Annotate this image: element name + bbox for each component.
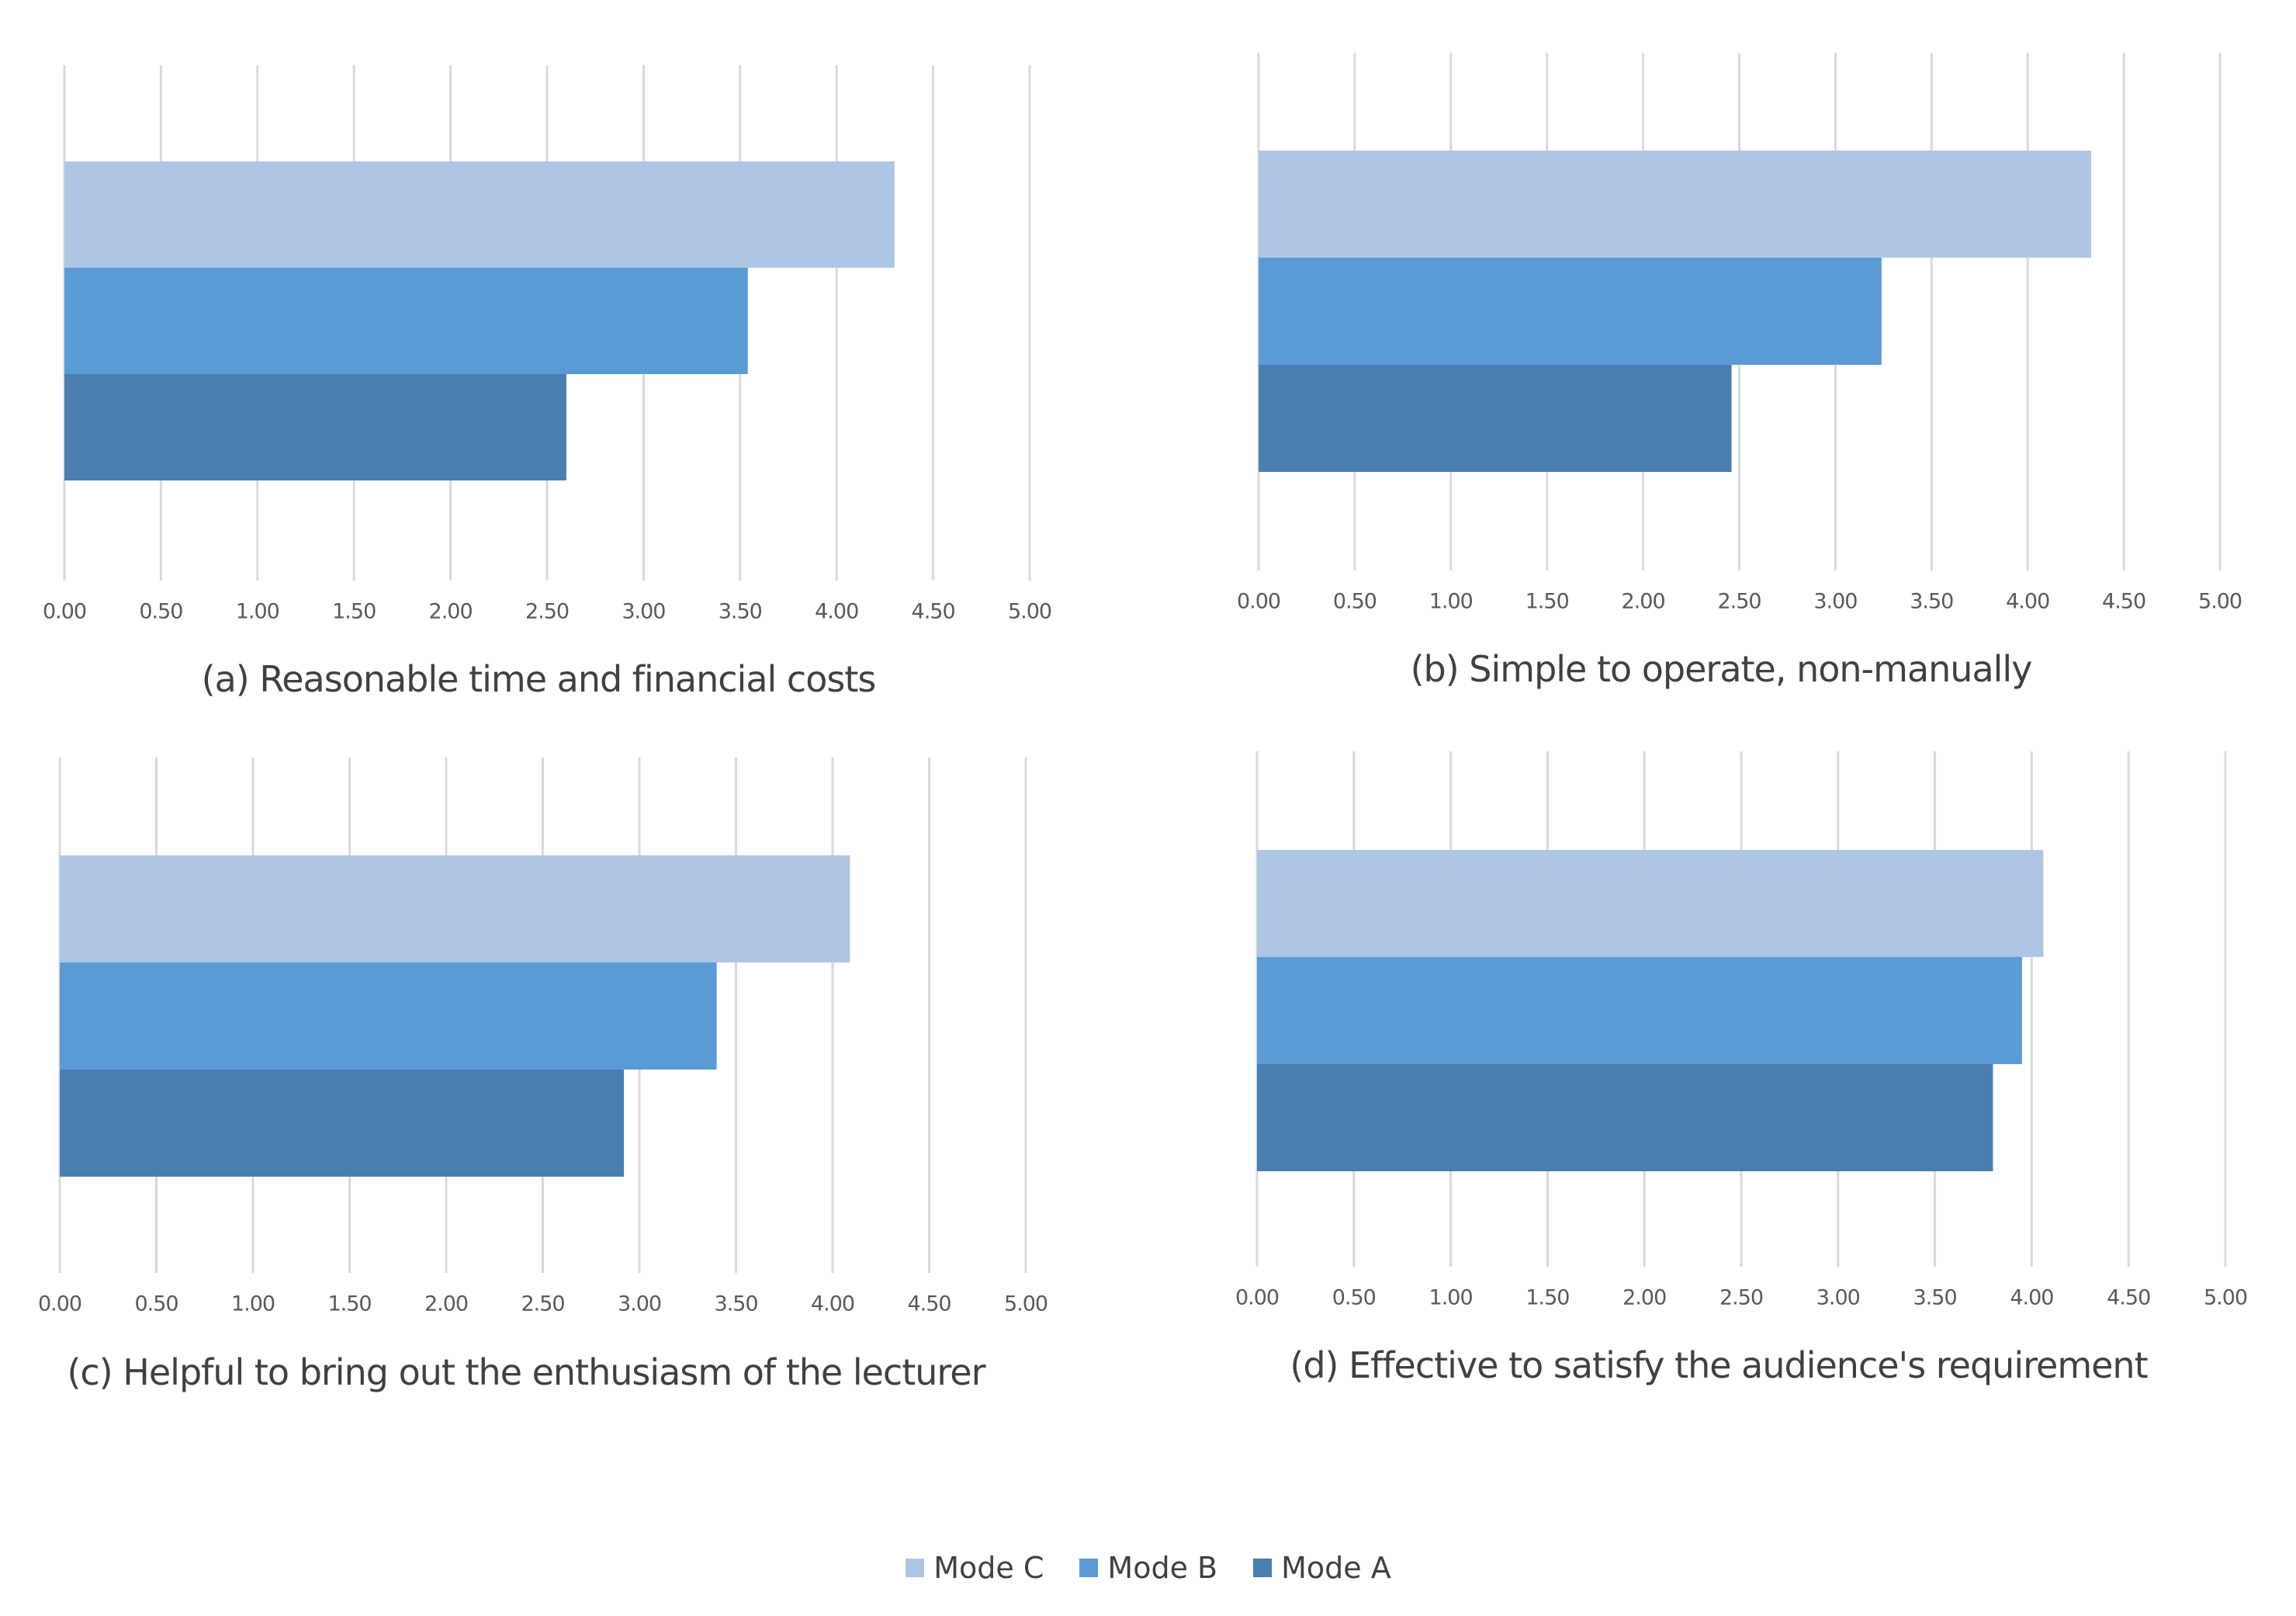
legend-item-mode-b: Mode B xyxy=(1079,1551,1217,1585)
chart-a-bar-mode-b xyxy=(64,268,748,374)
chart-d-tick-label: 2.50 xyxy=(1719,1286,1763,1310)
chart-a-tick-label: 2.50 xyxy=(525,600,569,624)
chart-b-bar-mode-a xyxy=(1259,365,1732,472)
legend-label-mode-a: Mode A xyxy=(1281,1551,1391,1585)
chart-c-tick-label: 1.00 xyxy=(231,1292,275,1316)
chart-c-tick-label: 5.00 xyxy=(1004,1292,1048,1316)
chart-c-tick-label: 4.50 xyxy=(907,1292,951,1316)
chart-b-tick-label: 5.00 xyxy=(2198,590,2242,614)
chart-a-caption: (a) Reasonable time and financial costs xyxy=(201,658,877,700)
chart-d-tick-label: 4.00 xyxy=(2010,1286,2053,1310)
chart-b-tick-label: 2.50 xyxy=(1717,590,1761,614)
chart-c-tick-label: 0.50 xyxy=(134,1292,178,1316)
chart-c-bar-mode-b xyxy=(60,962,717,1070)
legend-label-mode-c: Mode C xyxy=(933,1551,1044,1585)
chart-a-tick-label: 4.00 xyxy=(815,600,858,624)
chart-d-tick-label: 4.50 xyxy=(2107,1286,2150,1310)
chart-c-tick-label: 1.50 xyxy=(327,1292,371,1316)
legend-label-mode-b: Mode B xyxy=(1107,1551,1218,1585)
chart-a-tick-label: 1.00 xyxy=(236,600,279,624)
chart-b-caption: (b) Simple to operate, non-manually xyxy=(1410,648,2033,690)
chart-d-tick-label: 0.00 xyxy=(1235,1286,1279,1310)
chart-a-tick-label: 1.50 xyxy=(332,600,376,624)
chart-d-bar-mode-c xyxy=(1257,850,2044,957)
chart-a-tick-label: 4.50 xyxy=(912,600,955,624)
chart-a-tick-label: 0.50 xyxy=(139,600,182,624)
chart-d-tick-label: 2.00 xyxy=(1622,1286,1666,1310)
chart-b-tick-label: 0.00 xyxy=(1237,590,1280,614)
legend-item-mode-a: Mode A xyxy=(1253,1551,1391,1585)
chart-c-tick-label: 2.00 xyxy=(424,1292,468,1316)
chart-b-tick-label: 1.50 xyxy=(1525,590,1569,614)
chart-c-tick-label: 3.50 xyxy=(714,1292,757,1316)
chart-b-tick-label: 3.50 xyxy=(1910,590,1953,614)
chart-a-tick-label: 0.00 xyxy=(43,600,86,624)
chart-b-tick-label: 2.00 xyxy=(1622,590,1665,614)
chart-a-bar-mode-c xyxy=(64,161,895,268)
chart-b-bar-mode-b xyxy=(1259,258,1882,365)
chart-a-tick-label: 5.00 xyxy=(1008,600,1051,624)
chart-b-tick-label: 1.00 xyxy=(1429,590,1473,614)
chart-c-bar-mode-a xyxy=(60,1070,625,1177)
legend-item-mode-c: Mode C xyxy=(906,1551,1044,1585)
chart-b-tick-label: 4.00 xyxy=(2006,590,2049,614)
chart-c-tick-label: 4.00 xyxy=(811,1292,854,1316)
chart-c-tick-label: 0.00 xyxy=(38,1292,81,1316)
chart-d-tick-label: 5.00 xyxy=(2204,1286,2247,1310)
chart-b-tick-label: 4.50 xyxy=(2102,590,2145,614)
chart-a-tick-label: 3.00 xyxy=(622,600,665,624)
chart-d-tick-label: 1.00 xyxy=(1429,1286,1473,1310)
legend-swatch-mode-c xyxy=(906,1559,925,1577)
chart-c-caption: (c) Helpful to bring out the enthusiasm … xyxy=(67,1351,985,1393)
chart-d-tick-label: 1.50 xyxy=(1525,1286,1569,1310)
chart-b-tick-label: 0.50 xyxy=(1333,590,1377,614)
chart-b-bar-mode-c xyxy=(1259,151,2091,258)
chart-c-bar-mode-c xyxy=(60,855,850,962)
legend: Mode C Mode B Mode A xyxy=(776,1545,1521,1591)
chart-c-tick-label: 3.00 xyxy=(618,1292,661,1316)
chart-c-tick-label: 2.50 xyxy=(521,1292,564,1316)
chart-d-caption: (d) Effective to satisfy the audience's … xyxy=(1290,1344,2148,1386)
chart-b-tick-label: 3.00 xyxy=(1813,590,1857,614)
chart-a-tick-label: 2.00 xyxy=(429,600,473,624)
chart-d-bar-mode-a xyxy=(1257,1064,1993,1171)
chart-d-bar-mode-b xyxy=(1257,957,2022,1064)
chart-d-tick-label: 3.50 xyxy=(1913,1286,1957,1310)
chart-a-bar-mode-a xyxy=(64,374,566,480)
chart-d-tick-label: 3.00 xyxy=(1816,1286,1860,1310)
chart-a-tick-label: 3.50 xyxy=(719,600,762,624)
legend-swatch-mode-b xyxy=(1079,1559,1099,1577)
legend-swatch-mode-a xyxy=(1253,1559,1273,1577)
chart-d-tick-label: 0.50 xyxy=(1332,1286,1376,1310)
